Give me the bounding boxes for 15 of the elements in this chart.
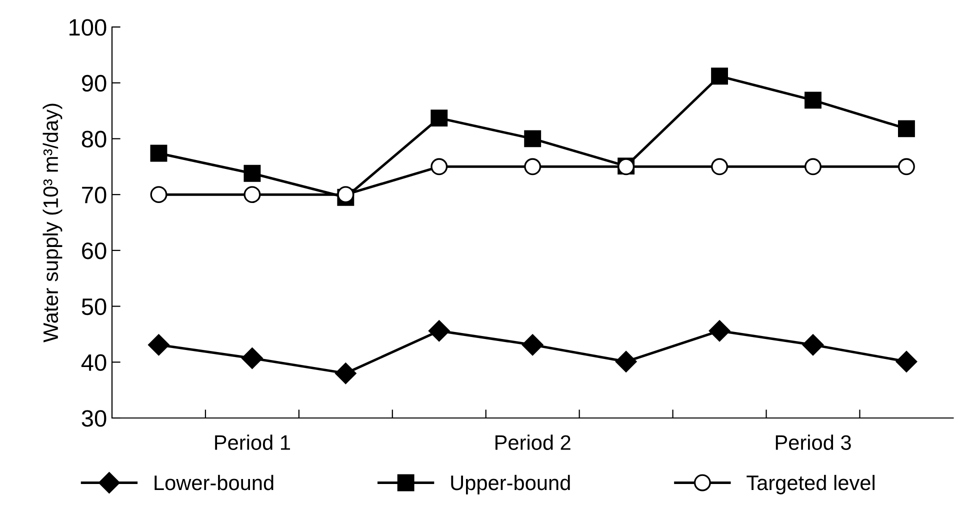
y-tick-label: 50 [82,298,106,316]
y-tick-label: 60 [82,242,106,260]
y-tick-label: 100 [70,19,106,36]
legend-label: Upper-bound [451,474,570,494]
legend-label: Targeted level [746,474,874,494]
legend-label: Lower-bound [154,474,274,490]
x-tick-label: Period 2 [496,434,570,450]
x-tick-label: Period 1 [215,434,290,450]
y-axis-title: Water supply (10³ m³/day) [42,104,62,342]
y-tick-label: 70 [82,186,106,204]
y-tick-label: 30 [82,410,106,427]
y-tick-label: 40 [81,354,106,371]
y-tick-label: 80 [82,130,106,148]
y-tick-label: 90 [82,74,106,92]
x-tick-label: Period 3 [776,434,851,450]
